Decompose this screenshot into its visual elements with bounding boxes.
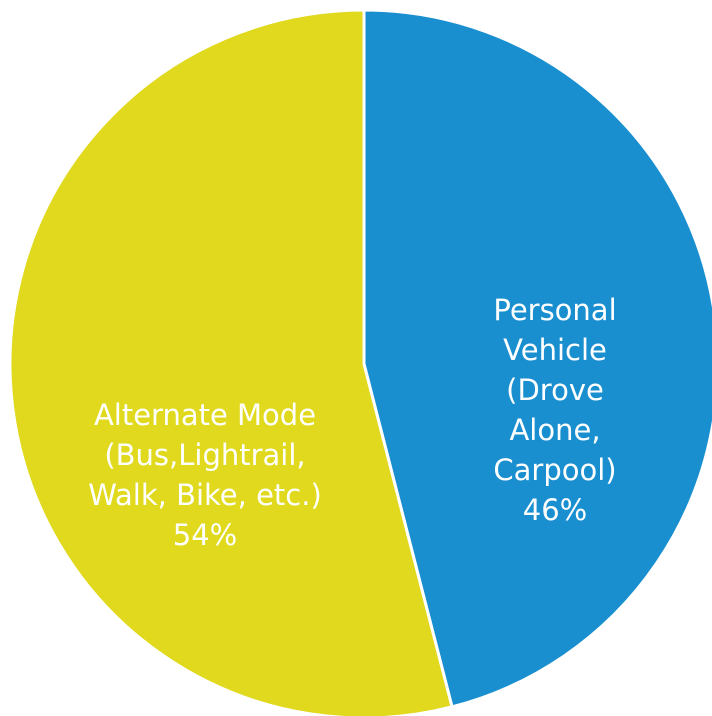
pie-slice bbox=[8, 8, 454, 716]
value-label: 46% bbox=[522, 493, 588, 527]
slice-label: Alternate Mode (Bus,Lightrail, Walk, Bik… bbox=[88, 395, 322, 555]
pie-slice bbox=[362, 8, 712, 709]
category-label: Alternate Mode (Bus,Lightrail, Walk, Bik… bbox=[88, 398, 322, 512]
slice-label: Personal Vehicle (Drove Alone, Carpool) 4… bbox=[477, 290, 634, 530]
category-label: Personal Vehicle (Drove Alone, Carpool) bbox=[493, 293, 617, 487]
value-label: 54% bbox=[172, 518, 238, 552]
